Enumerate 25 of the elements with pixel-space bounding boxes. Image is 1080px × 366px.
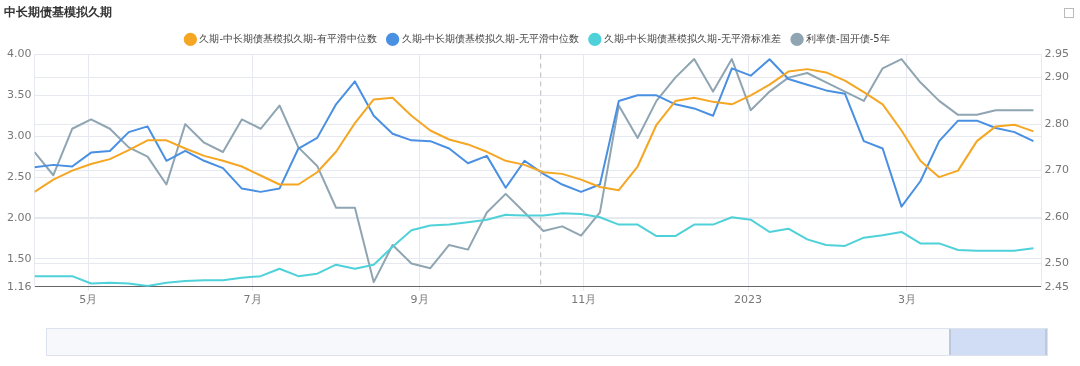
y2-tick-label: 2.80 [1044,116,1070,130]
y-tick-label: 3.00 [6,129,32,143]
y2-tick-label: 2.50 [1044,256,1070,270]
x-tick-label: 5月 [79,293,98,307]
y-tick-label: 1.50 [6,251,32,265]
legend-label: 久期-中长期债基模拟久期-无平滑中位数 [401,32,579,44]
y-tick-label: 2.00 [6,210,32,224]
x-tick-label: 3月 [897,293,916,307]
y2-tick-label: 2.90 [1044,70,1070,84]
y2-tick-label: 2.45 [1044,279,1070,293]
y-tick-label: 4.00 [6,47,32,61]
chart-title: 中长期债基模拟久期 [4,5,112,20]
x-tick-label: 7月 [243,293,262,307]
y2-tick-label: 2.95 [1044,47,1070,61]
x-tick-label: 9月 [410,293,429,307]
legend-label: 利率债-国开债-5年 [806,32,890,44]
x-tick-label: 2023 [734,293,763,307]
y2-tick-label: 2.70 [1044,163,1070,177]
x-tick-label: 11月 [571,293,597,307]
y-tick-label: 1.16 [6,279,32,293]
legend-label: 久期-中长期债基模拟久期-无平滑标准差 [603,32,782,44]
y-tick-label: 3.50 [6,88,32,102]
y-tick-label: 2.50 [6,170,32,184]
y2-tick-label: 2.60 [1044,209,1070,223]
legend-label: 久期-中长期债基模拟久期-有平滑中位数 [199,32,377,44]
